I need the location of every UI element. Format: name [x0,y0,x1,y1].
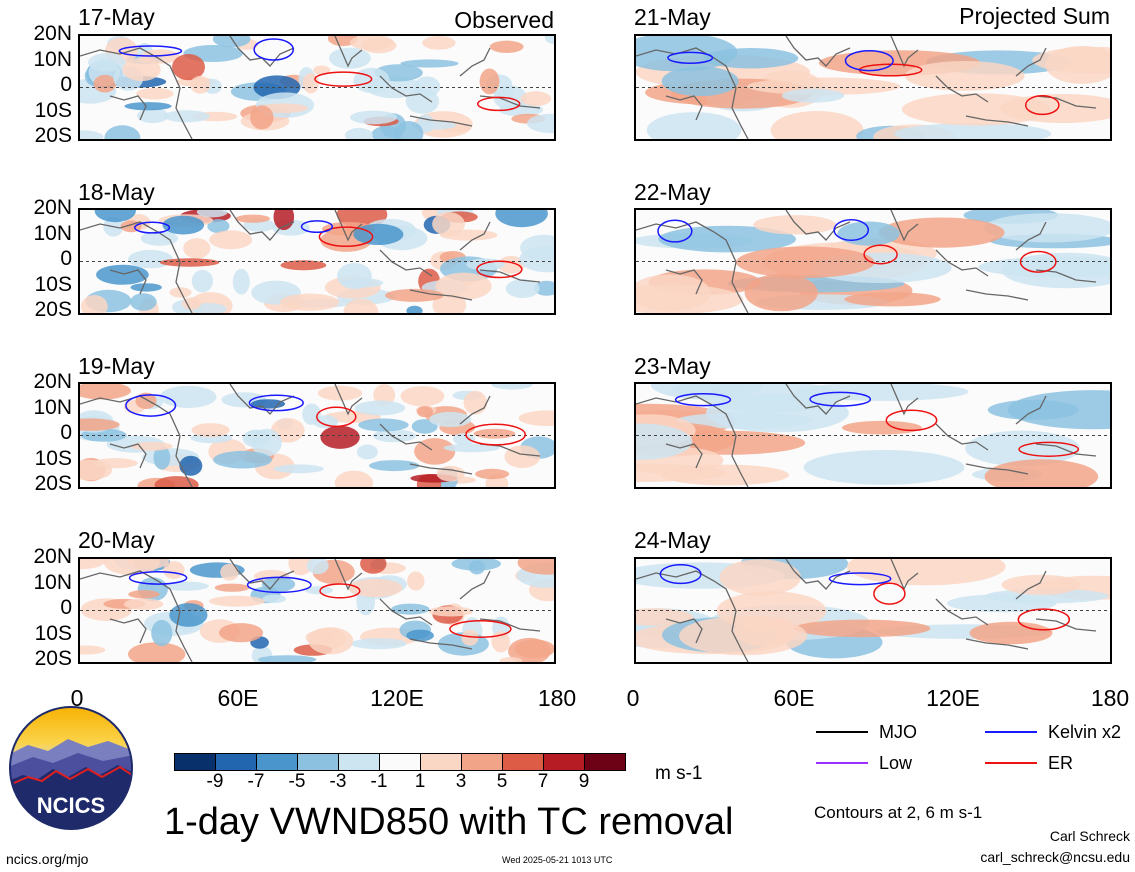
colorbar-swatch [174,753,216,771]
lat-label: 10N [33,396,72,419]
lat-label: 20N [33,22,72,45]
legend-label-kelvin: Kelvin x2 [1048,722,1122,742]
site-link[interactable]: ncics.org/mjo [6,851,89,867]
map-panel-projected-23-may [634,382,1112,489]
panel-date-label: 23-May [634,353,711,379]
legend-label-mjo: MJO [879,722,917,742]
colorbar-tick-label: -5 [288,771,306,792]
lon-label: 60E [217,685,259,711]
legend-swatch-er [985,762,1037,764]
colorbar-swatch [256,753,298,771]
lat-label: 0 [60,73,72,96]
colorbar-swatch [502,753,544,771]
colorbar-swatch [297,753,339,771]
lon-label: 120E [370,685,424,711]
lat-label: 20S [34,472,72,495]
projected-sum-title: Projected Sum [959,3,1110,29]
lat-label: 10N [33,222,72,245]
timestamp: Wed 2025-05-21 1013 UTC [502,855,613,865]
lat-label: 0 [60,596,72,619]
colorbar-tick-label: 7 [537,771,549,792]
colorbar-swatch [584,753,626,771]
legend-label-low: Low [879,753,913,773]
lon-label: 120E [926,685,980,711]
map-panel-projected-21-may [634,34,1112,141]
panel-date-label: 22-May [634,179,711,205]
logo-text: NCICS [37,793,105,818]
map-panel-projected-24-may [634,557,1112,664]
map-panel-projected-22-may [634,208,1112,315]
colorbar-tick-label: -1 [370,771,388,792]
colorbar-tick-label: 3 [455,771,467,792]
lon-label: 0 [70,685,84,711]
panel-date-label: 19-May [78,353,155,379]
map-panel-observed-20-may [78,557,556,664]
colorbar-swatch [420,753,462,771]
panel-date-label: 18-May [78,179,155,205]
colorbar-tick-label: -3 [329,771,347,792]
colorbar-swatch [215,753,257,771]
lat-label: 0 [60,247,72,270]
map-panel-observed-17-may [78,34,556,141]
legend-swatch-mjo [816,731,868,733]
colorbar-tick-label: 9 [578,771,590,792]
panel-date-label: 21-May [634,4,711,30]
lat-label: 10S [34,447,72,470]
colorbar-tick-label: 5 [496,771,508,792]
lon-label: 0 [626,685,640,711]
colorbar-units: m s-1 [655,763,703,784]
lat-label: 20N [33,196,72,219]
lat-label: 20N [33,370,72,393]
colorbar-swatch [461,753,503,771]
figure-title: 1-day VWND850 with TC removal [164,801,734,843]
legend-swatch-low [816,762,868,764]
lat-label: 10S [34,622,72,645]
colorbar-tick-label: -7 [247,771,265,792]
lat-label: 10N [33,48,72,71]
colorbar-swatch [543,753,585,771]
legend-label-er: ER [1048,753,1074,773]
map-panel-observed-19-may [78,382,556,489]
lat-label: 10S [34,99,72,122]
map-panel-observed-18-may [78,208,556,315]
colorbar-tick-label: -9 [206,771,224,792]
author-email: carl_schreck@ncsu.edu [980,849,1130,865]
lat-label: 10N [33,571,72,594]
colorbar-swatch [379,753,421,771]
contours-note: Contours at 2, 6 m s-1 [814,803,983,822]
panel-date-label: 24-May [634,527,711,553]
lat-label: 20S [34,124,72,147]
lat-label: 20S [34,647,72,670]
panel-date-label: 17-May [78,4,155,30]
lat-label: 20S [34,298,72,321]
observed-title: Observed [454,7,554,33]
lat-label: 0 [60,421,72,444]
lon-label: 60E [773,685,815,711]
legend-swatch-kelvin [985,731,1037,733]
colorbar-tick-label: 1 [414,771,426,792]
lat-label: 10S [34,273,72,296]
lon-label: 180 [1090,685,1130,711]
panel-date-label: 20-May [78,527,155,553]
colorbar-swatch [338,753,380,771]
author-credit: Carl Schreck [1049,828,1130,844]
lon-label: 180 [537,685,577,711]
lat-label: 20N [33,545,72,568]
ncics-logo: NCICS [8,705,134,831]
